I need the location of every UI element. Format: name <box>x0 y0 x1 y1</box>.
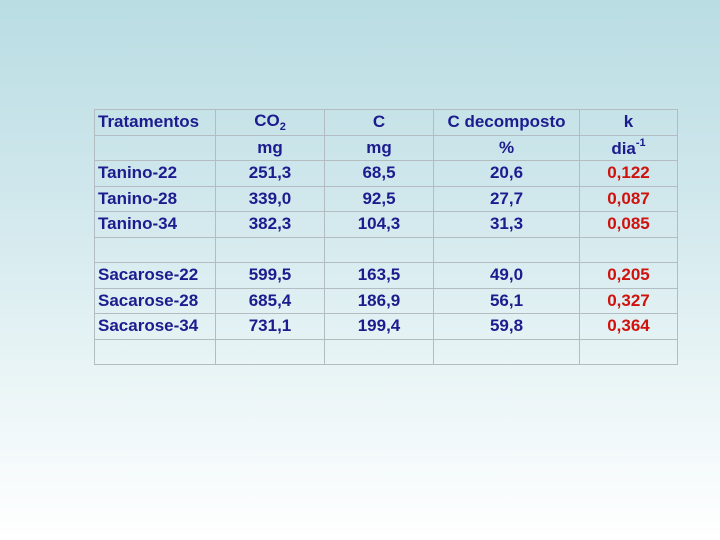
cell-treatment <box>94 236 216 263</box>
cell-treatment: Tanino-22 <box>94 160 216 187</box>
header-c: C <box>324 109 434 136</box>
cell-c: 104,3 <box>324 211 434 238</box>
table-row: Sacarose-22 599,5 163,5 49,0 0,205 <box>94 262 678 289</box>
cell-k: 0,122 <box>579 160 678 187</box>
cell-k: 0,327 <box>579 287 678 314</box>
header-co2-text: CO <box>254 111 280 131</box>
cell-co2 <box>215 338 325 365</box>
cell-treatment: Tanino-28 <box>94 185 216 212</box>
cell-k: 0,205 <box>579 262 678 289</box>
table-row: Tanino-34 382,3 104,3 31,3 0,085 <box>94 211 678 238</box>
cell-co2: 382,3 <box>215 211 325 238</box>
cell-c-decomposed: 27,7 <box>433 185 580 212</box>
unit-c-decomposed: % <box>433 134 580 161</box>
header-row: Tratamentos CO2 C C decomposto k <box>94 109 678 136</box>
header-co2-subscript: 2 <box>279 121 286 134</box>
cell-c: 186,9 <box>324 287 434 314</box>
table-row <box>94 338 678 365</box>
cell-c-decomposed: 49,0 <box>433 262 580 289</box>
cell-co2: 731,1 <box>215 313 325 340</box>
cell-treatment: Sacarose-22 <box>94 262 216 289</box>
cell-c-decomposed: 31,3 <box>433 211 580 238</box>
cell-c <box>324 338 434 365</box>
header-treatments: Tratamentos <box>94 109 216 136</box>
cell-c: 68,5 <box>324 160 434 187</box>
header-k: k <box>579 109 678 136</box>
cell-c-decomposed <box>433 338 580 365</box>
table-row: Tanino-22 251,3 68,5 20,6 0,122 <box>94 160 678 187</box>
unit-c: mg <box>324 134 434 161</box>
cell-treatment: Tanino-34 <box>94 211 216 238</box>
cell-treatment: Sacarose-28 <box>94 287 216 314</box>
table-row: Tanino-28 339,0 92,5 27,7 0,087 <box>94 185 678 212</box>
cell-co2: 599,5 <box>215 262 325 289</box>
header-c-decomposed: C decomposto <box>433 109 580 136</box>
cell-c: 199,4 <box>324 313 434 340</box>
header-co2: CO2 <box>215 109 325 136</box>
cell-c-decomposed <box>433 236 580 263</box>
cell-co2 <box>215 236 325 263</box>
cell-k: 0,087 <box>579 185 678 212</box>
cell-co2: 251,3 <box>215 160 325 187</box>
unit-k-text: dia <box>611 138 636 158</box>
units-row: mg mg % dia-1 <box>94 134 678 161</box>
cell-c: 163,5 <box>324 262 434 289</box>
cell-c-decomposed: 59,8 <box>433 313 580 340</box>
cell-treatment: Sacarose-34 <box>94 313 216 340</box>
unit-k: dia-1 <box>579 134 678 161</box>
cell-c: 92,5 <box>324 185 434 212</box>
cell-co2: 339,0 <box>215 185 325 212</box>
cell-k <box>579 338 678 365</box>
cell-k <box>579 236 678 263</box>
cell-co2: 685,4 <box>215 287 325 314</box>
cell-c-decomposed: 56,1 <box>433 287 580 314</box>
data-table: Tratamentos CO2 C C decomposto k mg mg %… <box>94 109 678 365</box>
table-row: Sacarose-28 685,4 186,9 56,1 0,327 <box>94 287 678 314</box>
unit-k-superscript: -1 <box>635 136 646 149</box>
cell-c <box>324 236 434 263</box>
cell-k: 0,364 <box>579 313 678 340</box>
table-row: Sacarose-34 731,1 199,4 59,8 0,364 <box>94 313 678 340</box>
unit-treatments <box>94 134 216 161</box>
cell-c-decomposed: 20,6 <box>433 160 580 187</box>
table-row <box>94 236 678 263</box>
cell-k: 0,085 <box>579 211 678 238</box>
cell-treatment <box>94 338 216 365</box>
unit-co2: mg <box>215 134 325 161</box>
